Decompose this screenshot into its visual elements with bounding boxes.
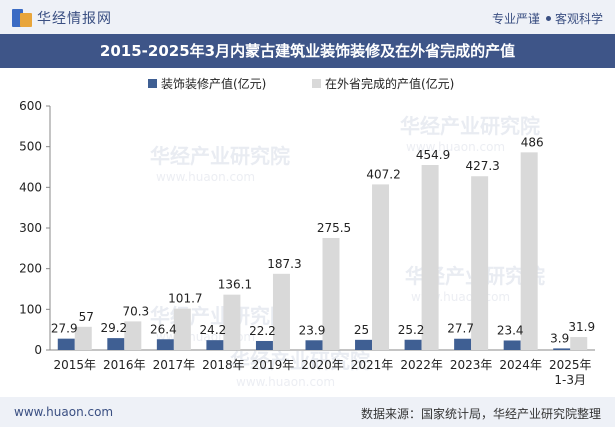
y-tick-label: 400 bbox=[19, 180, 42, 194]
x-tick-label: 2022年 bbox=[400, 358, 443, 372]
footer: www.huaon.com 数据来源：国家统计局，华经产业研究院整理 bbox=[0, 397, 615, 427]
footer-site: www.huaon.com bbox=[14, 405, 114, 419]
x-tick-label: 2021年 bbox=[351, 358, 394, 372]
bar-series2 bbox=[372, 184, 390, 350]
chart-title: 2015-2025年3月内蒙古建筑业装饰装修及在外省完成的产值 bbox=[0, 34, 615, 68]
data-label-series1: 27.9 bbox=[51, 322, 78, 336]
header-tags: 专业严谨 客观科学 bbox=[492, 10, 603, 27]
x-tick-label: 2019年 bbox=[252, 358, 295, 372]
bar-series1 bbox=[255, 340, 273, 350]
bar-series1 bbox=[404, 339, 422, 350]
watermark-text: 华经产业研究院 bbox=[400, 114, 540, 138]
tag-professional: 专业严谨 bbox=[491, 12, 540, 26]
watermark-text: 华经产业研究院 bbox=[150, 304, 290, 328]
data-label-series2: 101.7 bbox=[168, 292, 202, 306]
bar-series1 bbox=[305, 340, 323, 350]
watermark-url: www.huaon.com bbox=[156, 170, 255, 184]
legend-label-series2: 在外省完成的产值(亿元) bbox=[325, 76, 454, 91]
data-label-series1: 26.4 bbox=[150, 322, 177, 336]
x-tick-label: 2023年 bbox=[450, 358, 493, 372]
x-tick-label: 2020年 bbox=[301, 358, 344, 372]
x-tick-label: 2018年 bbox=[202, 358, 245, 372]
legend-label-series1: 装饰装修产值(亿元) bbox=[161, 76, 266, 91]
bar-series2 bbox=[520, 152, 538, 350]
watermark-url: www.huaon.com bbox=[406, 140, 505, 154]
bar-series1 bbox=[107, 338, 125, 350]
tag-objective: 客观科学 bbox=[554, 12, 603, 26]
y-tick-label: 100 bbox=[19, 302, 42, 316]
bar-series1 bbox=[57, 338, 75, 350]
y-tick-label: 200 bbox=[19, 262, 42, 276]
data-label-series2: 486 bbox=[521, 135, 544, 149]
bar-series1 bbox=[503, 340, 521, 350]
bar-series2 bbox=[570, 337, 588, 350]
data-label-series1: 23.9 bbox=[299, 323, 326, 337]
x-tick-label: 2017年 bbox=[153, 358, 196, 372]
data-label-series1: 25.2 bbox=[398, 323, 425, 337]
data-label-series2: 187.3 bbox=[267, 257, 301, 271]
x-tick-label: 2015年 bbox=[53, 358, 96, 372]
separator-dot-icon bbox=[545, 16, 551, 21]
data-label-series2: 136.1 bbox=[218, 278, 252, 292]
bar-series1 bbox=[454, 338, 472, 350]
data-label-series1: 22.2 bbox=[249, 324, 276, 338]
bar-series2 bbox=[124, 321, 142, 350]
data-label-series1: 29.2 bbox=[100, 321, 127, 335]
logo-icon bbox=[12, 9, 32, 27]
y-tick-label: 500 bbox=[19, 140, 42, 154]
brand-logo: 华经情报网 bbox=[12, 8, 112, 28]
bar-series2 bbox=[223, 294, 241, 350]
bar-series1 bbox=[553, 348, 571, 350]
bar-series1 bbox=[355, 339, 373, 350]
y-tick-label: 300 bbox=[19, 221, 42, 235]
data-label-series2: 275.5 bbox=[317, 221, 351, 235]
data-label-series2: 57 bbox=[79, 310, 94, 324]
top-bar: 华经情报网 专业严谨 客观科学 bbox=[0, 0, 615, 34]
brand-name: 华经情报网 bbox=[37, 11, 112, 27]
bar-series2 bbox=[173, 308, 191, 350]
x-tick-label: 2016年 bbox=[103, 358, 146, 372]
bar-series2 bbox=[74, 326, 92, 350]
data-label-series2: 70.3 bbox=[122, 304, 149, 318]
data-label-series1: 23.4 bbox=[497, 323, 524, 337]
watermark-url: www.huaon.com bbox=[236, 375, 335, 389]
bar-series2 bbox=[272, 273, 290, 350]
data-label-series2: 427.3 bbox=[465, 159, 499, 173]
x-tick-label: 2025年 1-3月 bbox=[549, 358, 592, 387]
data-label-series1: 27.7 bbox=[447, 322, 474, 336]
data-label-series1: 25 bbox=[354, 323, 369, 337]
bar-series2 bbox=[421, 165, 439, 350]
y-tick-label: 0 bbox=[34, 343, 42, 357]
watermark-text: 华经产业研究院 bbox=[150, 144, 290, 168]
bar-series1 bbox=[156, 339, 174, 350]
bar-chart: 华经产业研究院 www.huaon.com 华经产业研究院 www.huaon.com… bbox=[19, 76, 595, 389]
y-tick-label: 600 bbox=[19, 99, 42, 113]
data-label-series2: 31.9 bbox=[568, 320, 595, 334]
x-tick-label: 2024年 bbox=[499, 358, 542, 372]
legend-swatch-series2 bbox=[312, 79, 321, 88]
watermark-text: 华经产业研究院 bbox=[230, 349, 370, 373]
footer-source: 数据来源：国家统计局，华经产业研究院整理 bbox=[360, 407, 601, 421]
data-label-series1: 3.9 bbox=[550, 331, 569, 345]
data-label-series2: 407.2 bbox=[366, 167, 400, 181]
bar-series2 bbox=[471, 176, 489, 350]
legend-swatch-series1 bbox=[148, 79, 157, 88]
bar-series2 bbox=[322, 237, 340, 350]
data-label-series2: 454.9 bbox=[416, 148, 450, 162]
data-label-series1: 24.2 bbox=[200, 323, 227, 337]
bar-series1 bbox=[206, 340, 224, 350]
